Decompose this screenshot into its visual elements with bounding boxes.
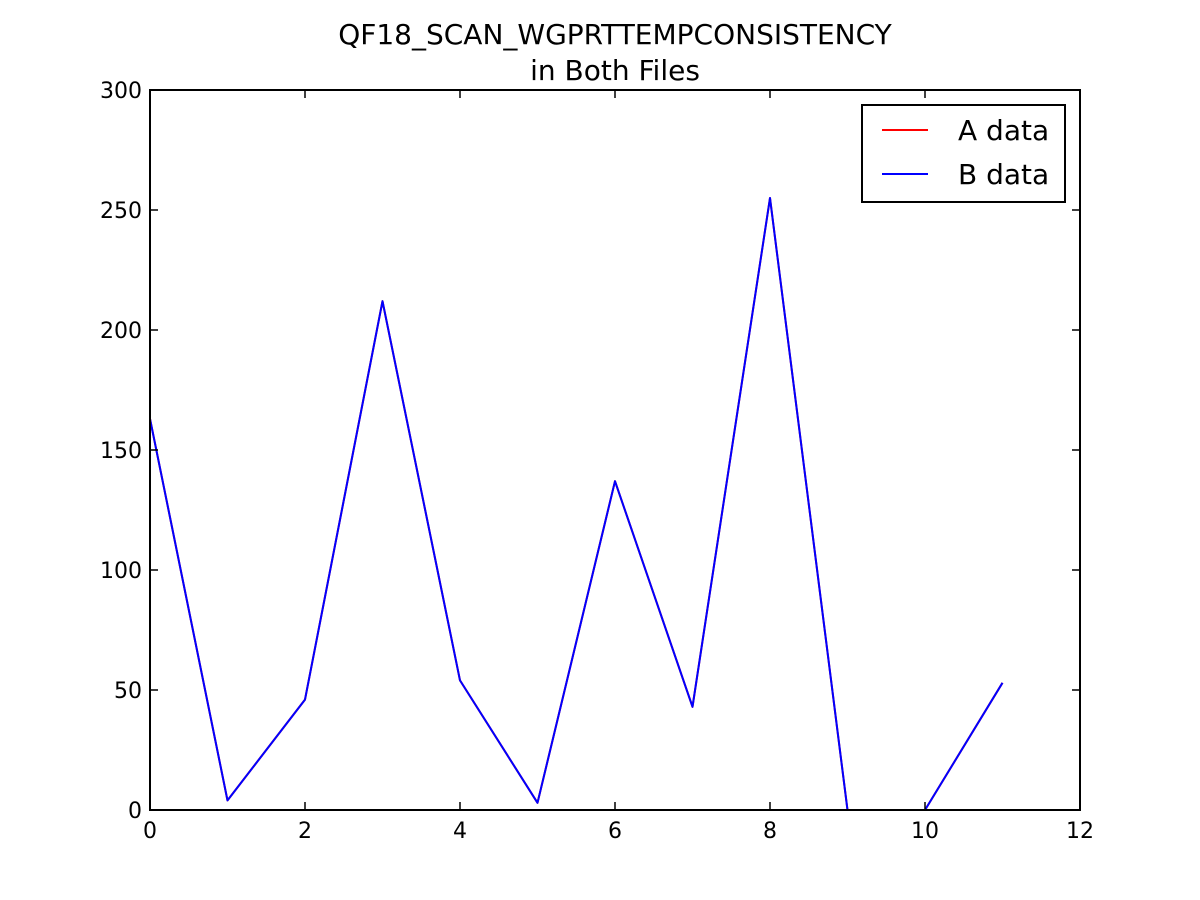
legend: A data B data bbox=[861, 104, 1066, 203]
y-tick-label: 0 bbox=[128, 799, 142, 824]
series-layer bbox=[149, 197, 1004, 811]
y-tick-label: 250 bbox=[100, 199, 142, 224]
x-tick-label: 0 bbox=[143, 819, 157, 844]
y-tick-label: 50 bbox=[114, 679, 142, 704]
y-tick-label: 150 bbox=[100, 439, 142, 464]
x-tick-label: 6 bbox=[608, 819, 622, 844]
legend-label: A data bbox=[958, 114, 1049, 147]
y-tick-label: 100 bbox=[100, 559, 142, 584]
tick-layer: 0 2 4 6 8 10 12 0 50 100 150 200 250 300 bbox=[100, 79, 1094, 844]
x-tick-label: 10 bbox=[911, 819, 939, 844]
legend-box bbox=[861, 104, 1066, 203]
x-tick-label: 12 bbox=[1066, 819, 1094, 844]
series-line bbox=[149, 197, 1004, 811]
legend-label: B data bbox=[958, 158, 1049, 191]
chart-subtitle: in Both Files bbox=[530, 54, 700, 87]
y-tick-label: 200 bbox=[100, 319, 142, 344]
series-line bbox=[149, 197, 1004, 811]
x-tick-label: 4 bbox=[453, 819, 467, 844]
chart-title: QF18_SCAN_WGPRTTEMPCONSISTENCY bbox=[338, 18, 892, 51]
x-tick-label: 2 bbox=[298, 819, 312, 844]
y-tick-label: 300 bbox=[100, 79, 142, 104]
x-tick-label: 8 bbox=[763, 819, 777, 844]
